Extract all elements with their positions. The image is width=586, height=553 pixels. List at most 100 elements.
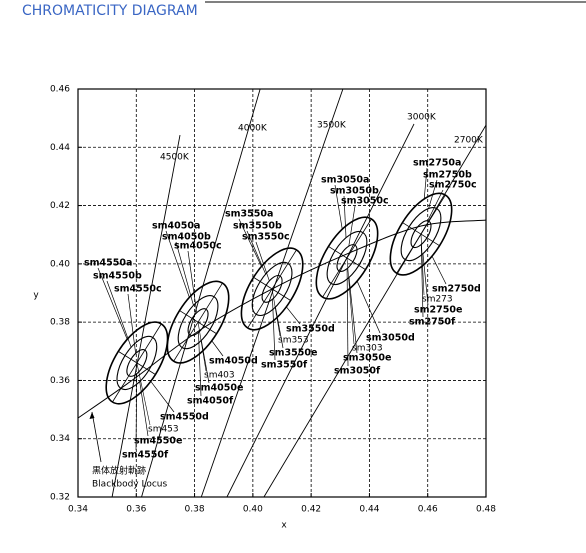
ellipse-label: sm3050f — [334, 366, 381, 377]
ellipse-label: sm4050b — [162, 232, 211, 243]
leader-line — [106, 280, 132, 348]
leader-line — [420, 244, 424, 318]
center-label: sm303 — [352, 344, 383, 354]
y-tick-label: 0.36 — [50, 376, 70, 386]
x-axis-label: x — [281, 521, 287, 531]
leader-line — [238, 218, 262, 267]
x-tick-label: 0.40 — [243, 505, 263, 515]
ellipse-label: sm2750f — [409, 317, 456, 328]
ellipse-label: sm3550c — [242, 232, 290, 243]
leader-line — [348, 277, 358, 354]
leader-line — [356, 280, 381, 334]
leader-line — [423, 167, 428, 199]
center-label: sm453 — [148, 425, 179, 435]
leader-line — [428, 179, 438, 209]
ellipse-label: sm4050d — [209, 356, 258, 367]
isotherm-label: 4500K — [160, 153, 190, 163]
ellipse-label: sm3550b — [233, 221, 282, 232]
leader-line — [422, 253, 429, 306]
y-tick-label: 0.40 — [50, 259, 70, 269]
leader-line — [420, 234, 425, 296]
ellipse-label: sm4550b — [93, 271, 142, 282]
ellipse-label: sm4050a — [152, 221, 200, 232]
leader-line — [150, 381, 175, 413]
center-label: sm403 — [204, 371, 235, 381]
ellipse-label: sm4550d — [160, 412, 209, 423]
isotherm — [111, 134, 181, 497]
ellipse-label: sm3050b — [330, 186, 379, 197]
locus-label: Blackbody Locus — [92, 480, 167, 490]
isotherm-label: 2700K — [454, 136, 484, 146]
leader-line — [127, 293, 136, 354]
leader-line — [200, 340, 210, 384]
ellipse-label: sm3050e — [343, 353, 391, 364]
leader-line — [431, 255, 447, 285]
isotherm-label: 3500K — [317, 121, 347, 131]
y-tick-label: 0.42 — [50, 201, 70, 211]
ellipse-label: sm4550e — [134, 436, 182, 447]
leader-line — [187, 250, 198, 313]
isotherm-label: 3000K — [407, 113, 437, 123]
x-tick-label: 0.36 — [126, 505, 146, 515]
ellipse-label: sm2750c — [429, 180, 477, 191]
leader-line — [346, 258, 355, 345]
y-tick-label: 0.38 — [50, 318, 70, 328]
leader-line — [255, 241, 270, 282]
leader-line — [271, 288, 281, 337]
ellipse-label: sm4550a — [84, 258, 132, 269]
plot-area — [78, 89, 486, 497]
ellipse-label: sm4550f — [122, 450, 169, 461]
leader-line — [272, 299, 276, 361]
ellipse-label: sm3550e — [269, 348, 317, 359]
y-tick-label: 0.34 — [50, 434, 70, 444]
leader-line — [198, 332, 202, 397]
ellipse-label: sm2750d — [432, 284, 481, 295]
leader-line — [139, 381, 149, 437]
ellipse-label: sm2750a — [413, 158, 461, 169]
leader-line — [346, 268, 349, 367]
ellipse-label: sm3050c — [341, 196, 389, 207]
isotherm — [200, 89, 344, 497]
page-title: CHROMATICITY DIAGRAM — [22, 3, 198, 19]
locus-label: 黒体放射軌跡 — [92, 465, 146, 477]
x-tick-label: 0.38 — [185, 505, 205, 515]
ellipse-label: sm3050d — [366, 333, 415, 344]
isotherm-label: 4000K — [238, 124, 268, 134]
isotherm — [263, 124, 486, 497]
leader-line — [246, 230, 266, 275]
ellipse-label: sm4050f — [187, 396, 234, 407]
ellipse-label: sm2750b — [423, 170, 472, 181]
y-tick-label: 0.32 — [50, 493, 70, 503]
ellipse-label: sm3550d — [286, 324, 335, 335]
ellipse-label: sm2750e — [414, 305, 462, 316]
leader-line — [343, 195, 347, 238]
ellipse-label: sm3550a — [225, 209, 273, 220]
leader-line — [197, 322, 207, 372]
leader-line — [135, 373, 138, 451]
leader-line — [165, 230, 190, 298]
locus-arrow — [91, 411, 102, 463]
leader-line — [97, 267, 128, 340]
y-tick-label: 0.44 — [50, 143, 70, 153]
leader-line — [334, 184, 343, 230]
x-tick-label: 0.48 — [476, 505, 496, 515]
ellipse-label: sm3550f — [261, 360, 308, 371]
isotherm — [141, 89, 261, 497]
x-tick-label: 0.44 — [359, 505, 379, 515]
isotherm — [226, 123, 415, 497]
leader-line — [286, 306, 301, 325]
leader-line — [175, 241, 194, 306]
ellipse-label: sm4050e — [195, 383, 243, 394]
leader-line — [427, 189, 444, 221]
center-label: sm353 — [278, 336, 309, 346]
x-tick-label: 0.46 — [418, 505, 438, 515]
plot-frame — [77, 88, 487, 498]
leader-line — [348, 205, 356, 247]
y-tick-label: 0.46 — [50, 85, 70, 95]
y-axis-label: y — [33, 291, 39, 301]
leader-line — [275, 307, 284, 349]
x-tick-label: 0.34 — [68, 505, 88, 515]
ellipse-label: sm3050a — [321, 175, 369, 186]
ellipse-label: sm4550c — [114, 284, 162, 295]
